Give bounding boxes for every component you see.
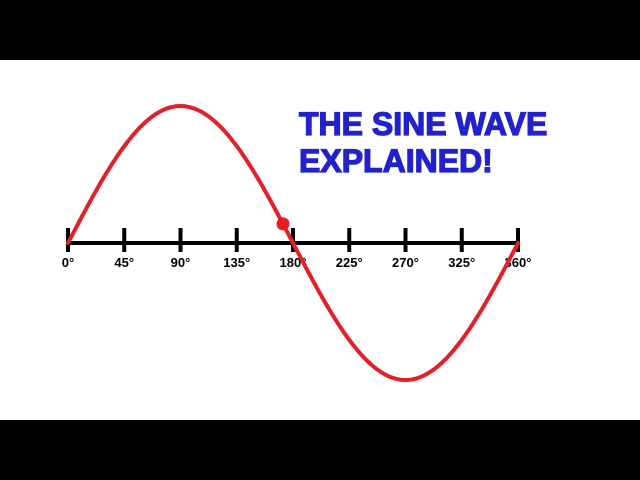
sine-curve bbox=[66, 104, 520, 382]
axis-tick-label: 225° bbox=[336, 255, 363, 270]
axis-tick-label: 135° bbox=[223, 255, 250, 270]
letterbox-bottom bbox=[0, 420, 640, 480]
video-content: 0° 45° 90° 135° 180° 225° 270° 325° 360° THE SIN… bbox=[0, 60, 640, 420]
axis-tick-label: 45° bbox=[114, 255, 134, 270]
axis-tick-label: 0° bbox=[62, 255, 74, 270]
video-title: THE SINE WAVE EXPLAINED! bbox=[298, 105, 548, 180]
letterbox-top bbox=[0, 0, 640, 60]
axis-tick-label: 325° bbox=[448, 255, 475, 270]
axis-tick-label: 90° bbox=[171, 255, 191, 270]
title-line-2: EXPLAINED! bbox=[298, 142, 493, 179]
sine-wave-diagram: 0° 45° 90° 135° 180° 225° 270° 325° 360° bbox=[62, 104, 531, 382]
curve-marker-dot bbox=[276, 217, 290, 231]
title-line-1: THE SINE WAVE bbox=[298, 105, 548, 142]
axis-tick-label: 270° bbox=[392, 255, 419, 270]
